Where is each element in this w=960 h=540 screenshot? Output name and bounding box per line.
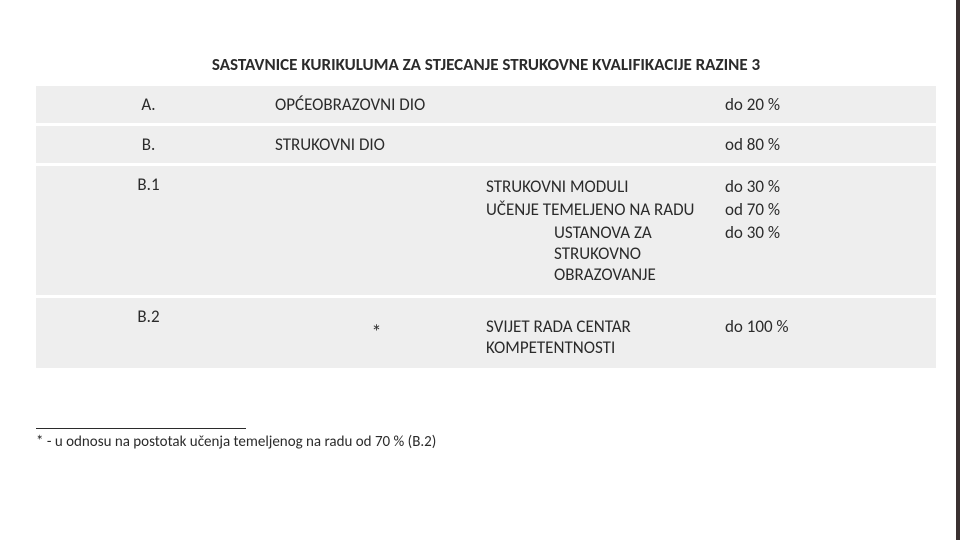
table-row-a: A. OPĆEOBRAZOVNI DIO do 20 % <box>36 85 936 125</box>
row-key: B.1 <box>36 165 261 297</box>
spacer <box>725 306 922 314</box>
footnote-rule <box>36 428 246 429</box>
empty-cell <box>261 165 486 297</box>
row-label: OPĆEOBRAZOVNI DIO <box>261 85 711 125</box>
footnote-text: * - u odnosu na postotak učenja temeljen… <box>36 433 936 451</box>
b2-value: do 100 % <box>725 316 922 337</box>
table-row-b2: B.2 * SVIJET RADA CENTAR KOMPETENTNOSTI … <box>36 297 936 369</box>
table-title: SASTAVNICE KURIKULUMA ZA STJECANJE STRUK… <box>36 48 936 85</box>
row-key: A. <box>36 85 261 125</box>
right-sidebar-accent <box>956 0 960 540</box>
b1-value3: do 30 % <box>725 222 922 243</box>
row-content: STRUKOVNI MODULI UČENJE TEMELJENO NA RAD… <box>486 165 711 297</box>
table-row-b: B. STRUKOVNI DIO od 80 % <box>36 125 936 165</box>
footnote: * - u odnosu na postotak učenja temeljen… <box>36 428 936 451</box>
curriculum-table: SASTAVNICE KURIKULUMA ZA STJECANJE STRUK… <box>36 48 936 368</box>
row-values: do 30 % od 70 % do 30 % <box>711 165 936 297</box>
row-value: od 80 % <box>711 125 936 165</box>
b2-line: SVIJET RADA CENTAR KOMPETENTNOSTI <box>486 316 711 358</box>
b1-line1: STRUKOVNI MODULI <box>486 176 711 197</box>
b1-line2: UČENJE TEMELJENO NA RADU <box>486 199 711 220</box>
table-title-row: SASTAVNICE KURIKULUMA ZA STJECANJE STRUK… <box>36 48 936 85</box>
table-row-b1: B.1 STRUKOVNI MODULI UČENJE TEMELJENO NA… <box>36 165 936 297</box>
b1-value2: od 70 % <box>725 199 922 220</box>
row-values: do 100 % <box>711 297 936 369</box>
spacer <box>486 306 711 314</box>
row-key: B. <box>36 125 261 165</box>
asterisk-cell: * <box>261 297 486 369</box>
row-key: B.2 <box>36 297 261 369</box>
slide-content: SASTAVNICE KURIKULUMA ZA STJECANJE STRUK… <box>0 0 956 540</box>
row-value: do 20 % <box>711 85 936 125</box>
row-content: SVIJET RADA CENTAR KOMPETENTNOSTI <box>486 297 711 369</box>
b1-value1: do 30 % <box>725 176 922 197</box>
row-label: STRUKOVNI DIO <box>261 125 711 165</box>
b1-line3: USTANOVA ZA STRUKOVNO OBRAZOVANJE <box>486 222 711 285</box>
